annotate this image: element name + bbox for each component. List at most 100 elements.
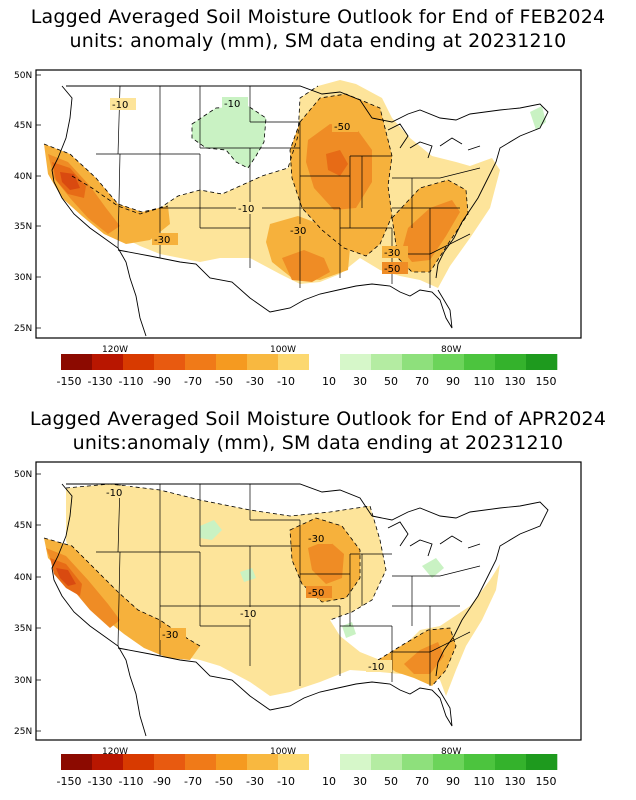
state-lines — [96, 483, 481, 686]
colorbar-swatch — [185, 754, 217, 770]
colorbar-swatch — [340, 754, 372, 770]
lat-ticks — [36, 74, 41, 329]
contour-label: -30 — [384, 248, 400, 259]
lat-label: 35N — [14, 222, 32, 232]
colorbar-label: -90 — [153, 375, 171, 388]
lon-label: 100W — [270, 345, 296, 355]
lat-label: 50N — [14, 470, 32, 480]
colorbar-swatch — [92, 754, 124, 770]
wet-anomaly-area — [240, 568, 256, 582]
colorbar-label: -150 — [57, 375, 82, 388]
map2-title-line2: units:anomaly (mm), SM data ending at 20… — [72, 432, 564, 454]
colorbar-swatch — [309, 754, 341, 770]
colorbar-swatch — [123, 754, 155, 770]
colorbar-swatch — [402, 354, 434, 370]
contour-label: -10 — [112, 100, 128, 111]
lat-label: 35N — [14, 624, 32, 634]
contour-label: -10 — [106, 488, 122, 499]
map2-title-line1: Lagged Averaged Soil Moisture Outlook fo… — [29, 408, 607, 430]
us-border — [66, 85, 453, 329]
colorbar-swatch — [154, 354, 186, 370]
anomaly-area — [44, 144, 170, 244]
map2-contour-labels: -10 -30 -50 -10 -30 -10 — [104, 486, 392, 673]
colorbar-swatch — [154, 754, 186, 770]
lat-label: 25N — [14, 324, 32, 334]
wet-anomaly-area — [422, 558, 444, 578]
colorbar-label: -90 — [153, 775, 171, 788]
contour-line — [377, 627, 457, 687]
colorbar-swatch — [526, 354, 558, 370]
colorbar-label: -70 — [184, 775, 202, 788]
colorbar-label: -50 — [215, 775, 233, 788]
colorbar-swatch — [464, 754, 496, 770]
colorbar-label: -10 — [277, 775, 295, 788]
map2-colorbar: -150 -130 -110 -90 -70 -50 -30 -10 10 30 50 70 90 110… — [57, 754, 558, 788]
lon-label: 120W — [102, 345, 128, 355]
contour-label: -50 — [334, 122, 350, 133]
contour-label: -30 — [162, 630, 178, 641]
anomaly-area — [326, 150, 348, 176]
wet-anomaly-area — [200, 520, 222, 540]
lat-label: 25N — [14, 727, 32, 737]
colorbar-label: -110 — [119, 775, 144, 788]
colorbar-label: 130 — [505, 375, 526, 388]
anomaly-area — [60, 172, 80, 190]
map1: 50N 45N 40N 35N 30N 25N 120W 100W 80W -1… — [14, 69, 582, 355]
colorbar-label: 10 — [322, 375, 336, 388]
anomaly-area — [282, 250, 330, 282]
map1-lon-axis: 120W 100W 80W — [102, 345, 461, 355]
colorbar-swatch — [340, 354, 372, 370]
us-border — [66, 483, 453, 727]
colorbar-swatch — [526, 754, 558, 770]
colorbar-label: 90 — [446, 375, 460, 388]
contour-line — [43, 537, 201, 647]
map1-colorbar: -150 -130 -110 -90 -70 -50 -30 -10 10 30 50 70 90 110… — [57, 354, 558, 388]
lat-ticks — [36, 473, 41, 732]
anomaly-area — [72, 80, 500, 288]
lat-label: 40N — [14, 172, 32, 182]
colorbar-swatch — [185, 354, 217, 370]
colorbar-swatch — [402, 754, 434, 770]
us-border — [371, 103, 549, 279]
colorbar-labels: -150 -130 -110 -90 -70 -50 -30 -10 10 30 50 70 90 110… — [57, 775, 557, 788]
contour-line — [191, 105, 267, 169]
colorbar-swatch — [92, 354, 124, 370]
coastline — [51, 483, 147, 737]
anomaly-area — [56, 568, 76, 586]
us-border — [371, 501, 549, 677]
colorbar-label: 130 — [505, 775, 526, 788]
contour-label: -30 — [308, 534, 324, 545]
colorbar-label: 30 — [353, 375, 367, 388]
colorbar-swatch — [371, 354, 403, 370]
lon-label: 80W — [441, 345, 461, 355]
map2: 50N 45N 40N 35N 30N 25N 120W 100W 80W -1… — [14, 461, 582, 757]
map2-lat-axis: 50N 45N 40N 35N 30N 25N — [14, 470, 41, 737]
colorbar-label: 30 — [353, 775, 367, 788]
colorbar-label: 10 — [322, 775, 336, 788]
contour-label: -10 — [368, 662, 384, 673]
colorbar-label: 150 — [536, 375, 557, 388]
great-lakes — [387, 521, 481, 557]
colorbar-swatch — [278, 354, 310, 370]
contour-label: -10 — [238, 204, 254, 215]
colorbar-label: -10 — [277, 375, 295, 388]
colorbar-label: -150 — [57, 775, 82, 788]
lat-label: 50N — [14, 71, 32, 81]
lat-label: 45N — [14, 121, 32, 131]
anomaly-area — [402, 200, 460, 262]
colorbar-swatch — [216, 354, 248, 370]
map1-contour-labels: -10 -10 -50 -10 -30 -30 -30 -50 — [110, 97, 408, 275]
coastline — [51, 85, 147, 337]
contour-label: -10 — [240, 609, 256, 620]
colorbar-label: 50 — [384, 375, 398, 388]
colorbar-swatch — [61, 354, 93, 370]
colorbar-label: -130 — [88, 775, 113, 788]
colorbar-swatch — [464, 354, 496, 370]
contour-label: -30 — [290, 226, 306, 237]
colorbar-swatch — [123, 354, 155, 370]
colorbar-swatch — [247, 354, 279, 370]
colorbar-label: -70 — [184, 375, 202, 388]
contour-line — [289, 517, 361, 603]
colorbar-swatch — [433, 754, 465, 770]
map1-title-line2: units: anomaly (mm), SM data ending at 2… — [69, 30, 567, 52]
